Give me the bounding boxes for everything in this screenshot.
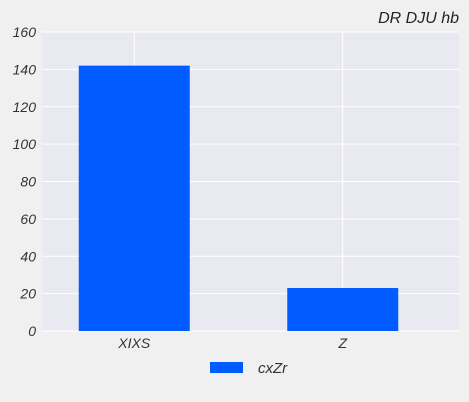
x-tick-label: Z (337, 335, 347, 351)
y-tick-label: 140 (13, 61, 37, 77)
y-tick-label: 40 (20, 248, 36, 264)
bar-z (287, 288, 399, 331)
y-tick-label: 20 (19, 286, 36, 302)
bars (78, 65, 399, 331)
y-tick-label: 0 (28, 323, 36, 339)
y-axis-ticks: 0 20 40 60 80 100 120 140 160 (13, 24, 37, 339)
legend: cxZr (210, 360, 288, 377)
y-tick-label: 60 (20, 211, 36, 227)
y-tick-label: 160 (13, 24, 37, 40)
legend-swatch-cxZr (210, 362, 243, 373)
legend-label-cxZr: cxZr (258, 360, 288, 377)
chart-title: DR DJU hb (378, 10, 459, 27)
x-axis-ticks: XIXS Z (117, 335, 347, 351)
y-tick-label: 120 (13, 99, 37, 115)
bar-xixs (78, 65, 190, 331)
x-tick-label: XIXS (117, 335, 151, 351)
y-tick-label: 100 (13, 136, 37, 152)
y-tick-label: 80 (20, 174, 36, 190)
